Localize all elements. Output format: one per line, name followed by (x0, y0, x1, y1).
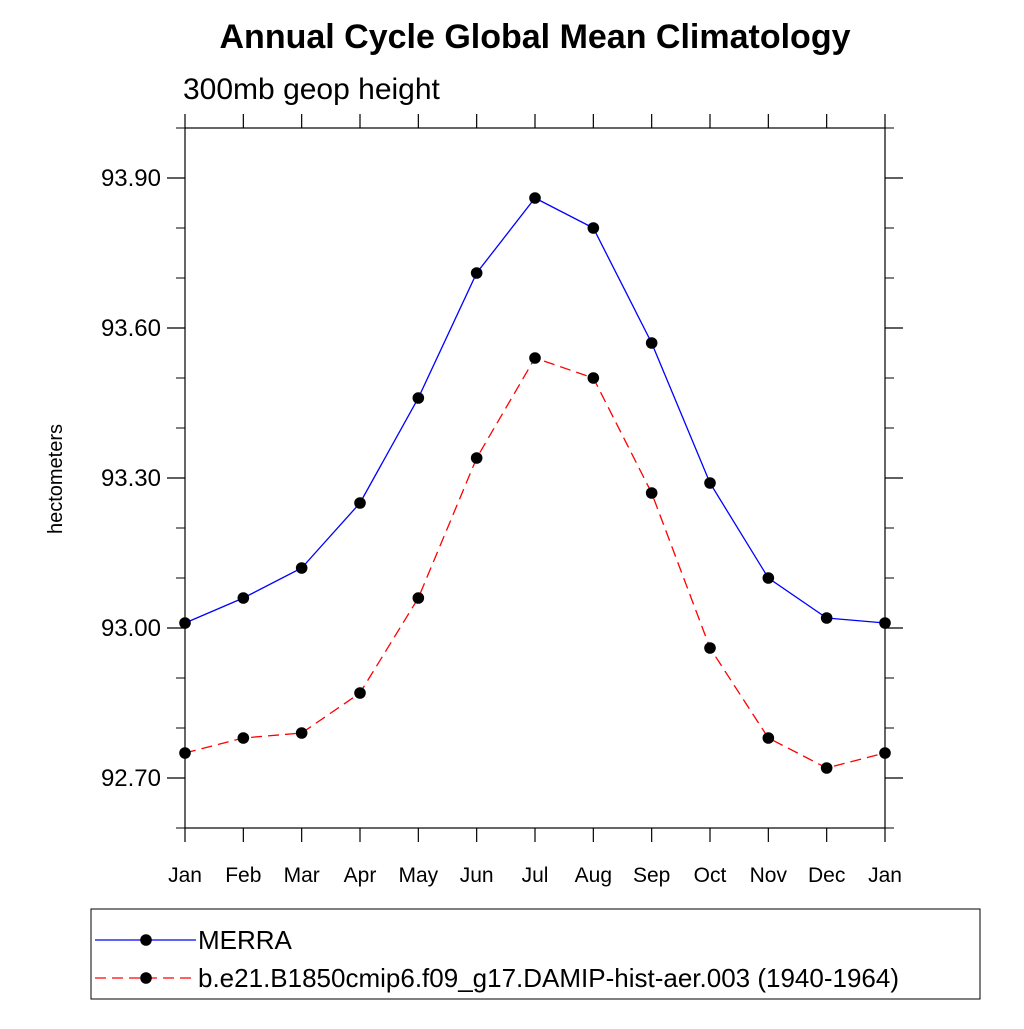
data-point-series-0 (412, 392, 425, 404)
data-point-series-1 (704, 642, 716, 654)
data-point-series-1 (237, 732, 250, 744)
data-point-series-1 (645, 487, 658, 499)
data-point-series-0 (470, 267, 483, 279)
x-tick-label: Nov (750, 864, 788, 887)
data-point-series-1 (354, 687, 366, 699)
legend-box (90, 908, 981, 1000)
data-point-series-1 (587, 372, 600, 384)
plot-frame (184, 127, 886, 829)
x-tick-label: May (398, 864, 438, 887)
chart-title: Annual Cycle Global Mean Climatology (220, 18, 851, 56)
x-tick-label: Jan (168, 864, 202, 887)
data-point-series-1 (412, 592, 425, 604)
y-axis-label: hectometers (45, 424, 67, 534)
data-point-series-0 (529, 192, 541, 204)
data-point-series-0 (237, 592, 250, 604)
x-tick-label: Oct (694, 864, 727, 887)
data-point-series-0 (179, 617, 191, 629)
series-layer (179, 192, 891, 774)
data-point-series-1 (179, 747, 191, 759)
axis-ticks (167, 114, 903, 842)
x-tick-label: Dec (808, 864, 845, 887)
data-point-series-1 (879, 747, 891, 759)
x-tick-label: Mar (284, 864, 320, 887)
legend-marker-1 (140, 972, 152, 984)
data-point-series-0 (820, 612, 833, 624)
x-tick-label: Sep (633, 864, 670, 887)
x-tick-label: Jun (460, 864, 494, 887)
x-tick-label: Apr (344, 864, 377, 887)
x-tick-label: Feb (225, 864, 261, 887)
x-tick-label: Jul (522, 864, 549, 887)
x-tick-label: Aug (575, 864, 612, 887)
y-tick-label: 93.60 (101, 315, 161, 342)
y-tick-label: 92.70 (101, 765, 161, 792)
series-line-1 (184, 357, 886, 769)
data-point-series-0 (879, 617, 891, 629)
tick-labels: 92.70 93.00 93.30 93.60 93.90 Jan Feb Mar Apr May… (101, 165, 902, 887)
data-point-series-1 (295, 727, 308, 739)
y-tick-label: 93.90 (101, 165, 161, 192)
y-tick-label: 93.00 (101, 615, 161, 642)
legend: MERRA b.e21.B1850cmip6.f09_g17.DAMIP-hist… (95, 925, 899, 993)
legend-marker-0 (140, 934, 152, 946)
data-point-series-0 (645, 337, 658, 349)
legend-label-0: MERRA (198, 925, 293, 955)
data-point-series-0 (354, 497, 366, 509)
y-tick-label: 93.30 (101, 465, 161, 492)
series-line-0 (184, 197, 886, 624)
data-point-series-0 (587, 222, 600, 234)
x-tick-label: Jan (868, 864, 902, 887)
data-point-series-0 (704, 477, 716, 489)
data-point-series-0 (295, 562, 308, 574)
data-point-series-1 (529, 352, 541, 364)
legend-label-1: b.e21.B1850cmip6.f09_g17.DAMIP-hist-aer.… (198, 963, 899, 993)
chart-subtitle: 300mb geop height (183, 73, 441, 106)
data-point-series-1 (820, 762, 833, 774)
data-point-series-1 (762, 732, 775, 744)
data-point-series-1 (470, 452, 483, 464)
data-point-series-0 (762, 572, 775, 584)
